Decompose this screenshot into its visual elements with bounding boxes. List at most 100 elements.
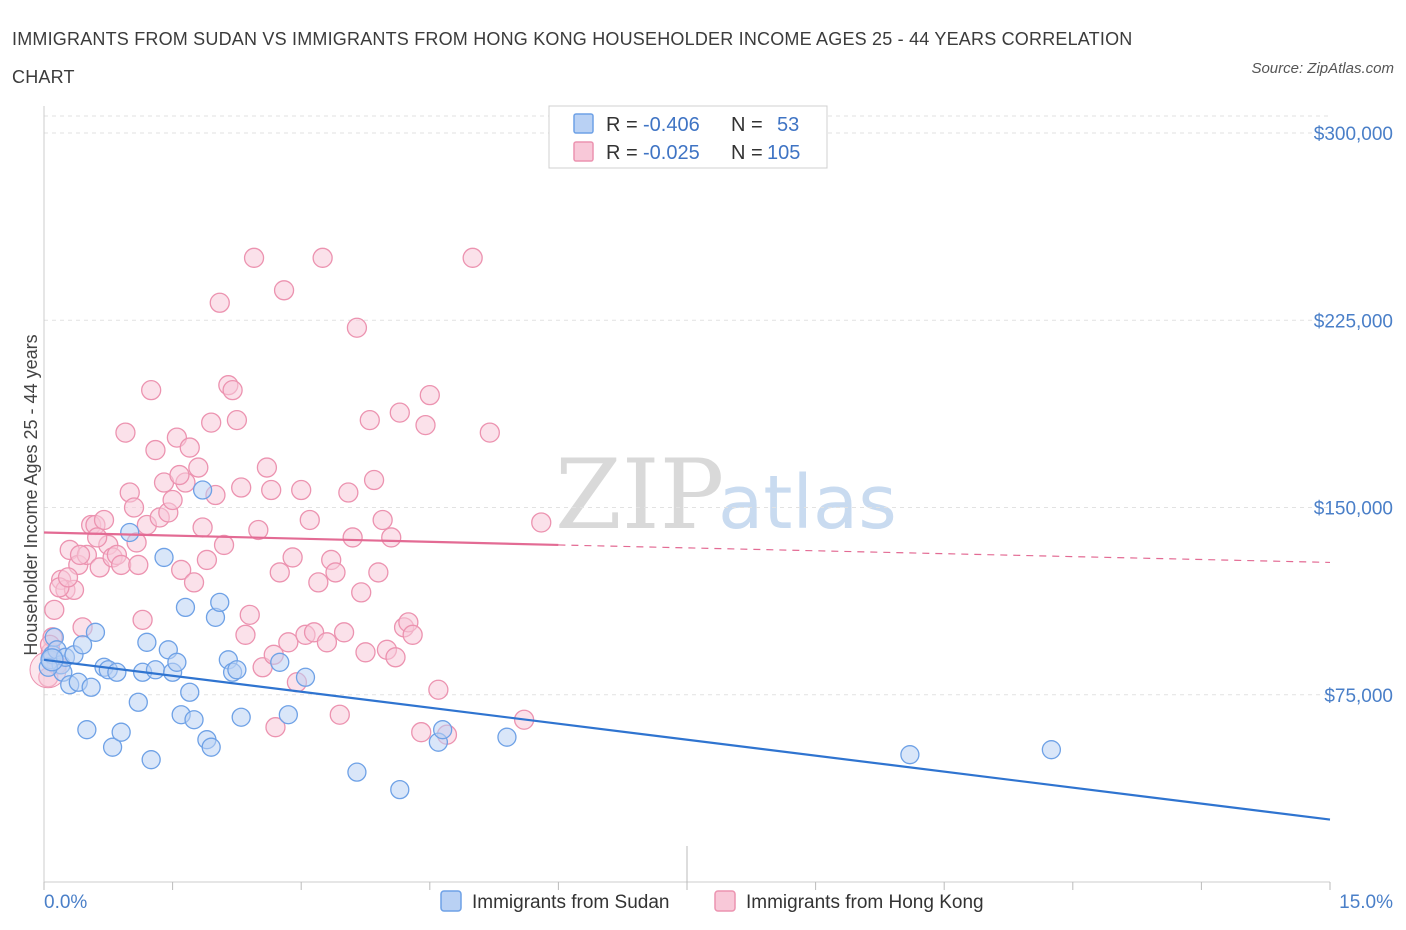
- scatter-point: [107, 662, 127, 682]
- scatter-point: [278, 632, 299, 653]
- source-label: Source: ZipAtlas.com: [1251, 60, 1394, 77]
- trend-lines: [43, 531, 1331, 821]
- scatter-point: [81, 677, 101, 697]
- scatter-point: [115, 422, 136, 443]
- scatter-point: [419, 384, 440, 406]
- hong-kong-r-label: R =: [606, 142, 638, 164]
- scatter-point: [402, 624, 423, 645]
- hong-kong-series-swatch: [714, 890, 736, 912]
- scatter-point: [171, 559, 192, 581]
- scatter-point: [261, 479, 282, 501]
- scatter-point: [308, 572, 329, 593]
- scatter-point: [282, 547, 303, 568]
- scatter-point: [102, 737, 123, 757]
- scatter-point: [120, 522, 140, 543]
- scatter-point: [243, 247, 265, 268]
- hong-kong-trend-extension: [558, 544, 1331, 564]
- scatter-point: [231, 477, 252, 498]
- scatter-point: [299, 509, 320, 531]
- scatter-point: [497, 727, 517, 747]
- scatter-point: [167, 652, 187, 672]
- scatter-point: [137, 632, 157, 652]
- sudan-r-value: -0.406: [643, 114, 700, 136]
- scatter-point: [363, 469, 385, 491]
- scatter-point: [57, 567, 79, 588]
- scatter-point: [270, 652, 290, 672]
- x-tick-label-min: 0.0%: [44, 892, 87, 913]
- y-tick-label: $75,000: [1324, 686, 1393, 707]
- scatter-point: [273, 280, 295, 301]
- scatter-point: [372, 509, 393, 531]
- scatter-point: [169, 464, 190, 486]
- y-axis-label: Householder Income Ages 25 - 44 years: [21, 334, 41, 655]
- scatter-point: [85, 622, 106, 642]
- scatter-point: [346, 317, 368, 338]
- scatter-point: [347, 762, 367, 782]
- stats-legend-box: [548, 105, 828, 169]
- scatter-point: [69, 544, 91, 566]
- y-tick-label: $300,000: [1314, 124, 1393, 145]
- scatter-point: [333, 622, 355, 643]
- watermark-atlas: atlas: [718, 460, 897, 546]
- scatter-point: [235, 624, 256, 645]
- scatter-point: [278, 705, 298, 725]
- sudan-series-swatch: [440, 890, 462, 912]
- scatter-point: [368, 562, 389, 583]
- scatter-point: [227, 660, 247, 680]
- scatter-point: [154, 547, 174, 568]
- scatter-point: [325, 562, 346, 583]
- scatter-point: [111, 554, 132, 576]
- scatter-point: [359, 409, 380, 431]
- scatter-point: [132, 609, 153, 630]
- scatter-point: [72, 635, 93, 655]
- scatter-point: [123, 497, 145, 518]
- scatter-point: [342, 527, 363, 548]
- watermark-zip: ZIP: [555, 439, 724, 551]
- sudan-n-label: N =: [731, 114, 763, 136]
- scatter-point: [295, 667, 316, 687]
- scatter-point: [329, 704, 350, 725]
- scatter-point: [351, 582, 372, 603]
- scatter-point: [479, 422, 500, 443]
- chart-title: IMMIGRANTS FROM SUDAN VS IMMIGRANTS FROM…: [12, 29, 1133, 87]
- scatter-point: [265, 717, 286, 738]
- scatter-point: [184, 710, 204, 730]
- scatter-point: [316, 632, 338, 653]
- scatter-point: [145, 660, 166, 680]
- scatter-point: [145, 439, 166, 461]
- scatter-point: [141, 750, 161, 770]
- scatter-point: [433, 720, 453, 740]
- scatter-point: [531, 512, 552, 533]
- scatter-point: [900, 745, 920, 765]
- scatter-point: [188, 457, 209, 478]
- scatter-point: [128, 692, 148, 712]
- hong-kong-series-name: Immigrants from Hong Kong: [746, 892, 984, 913]
- sudan-r-label: R =: [606, 114, 638, 136]
- scatter-point: [291, 479, 312, 501]
- sudan-points: [38, 480, 1062, 800]
- scatter-point: [1041, 740, 1062, 760]
- hong-kong-r-value: -0.025: [643, 142, 700, 164]
- sudan-n-value: 53: [777, 114, 799, 136]
- scatter-point: [428, 679, 449, 700]
- scatter-point: [128, 554, 149, 576]
- x-tick-label-max: 15.0%: [1339, 892, 1393, 913]
- scatter-point: [411, 722, 432, 743]
- scatter-point: [201, 412, 222, 433]
- scatter-point: [415, 414, 436, 436]
- y-tick-label: $225,000: [1314, 311, 1393, 332]
- scatter-point: [226, 409, 248, 431]
- scatter-point: [209, 292, 230, 313]
- scatter-point: [179, 437, 200, 458]
- axes: [43, 106, 1331, 890]
- scatter-point: [141, 380, 162, 401]
- sudan-series-name: Immigrants from Sudan: [472, 892, 669, 913]
- scatter-point: [239, 604, 260, 626]
- scatter-point: [162, 489, 183, 511]
- stats-legend: R = -0.406 N = 53 R = -0.025 N = 105: [548, 105, 828, 169]
- scatter-point: [338, 482, 359, 503]
- scatter-point: [231, 707, 251, 727]
- gridlines: [44, 115, 1330, 696]
- scatter-point: [390, 779, 410, 800]
